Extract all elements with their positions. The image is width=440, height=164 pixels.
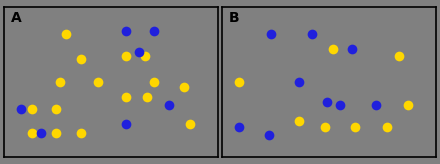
Text: A: A — [11, 11, 22, 25]
Text: B: B — [229, 11, 239, 25]
